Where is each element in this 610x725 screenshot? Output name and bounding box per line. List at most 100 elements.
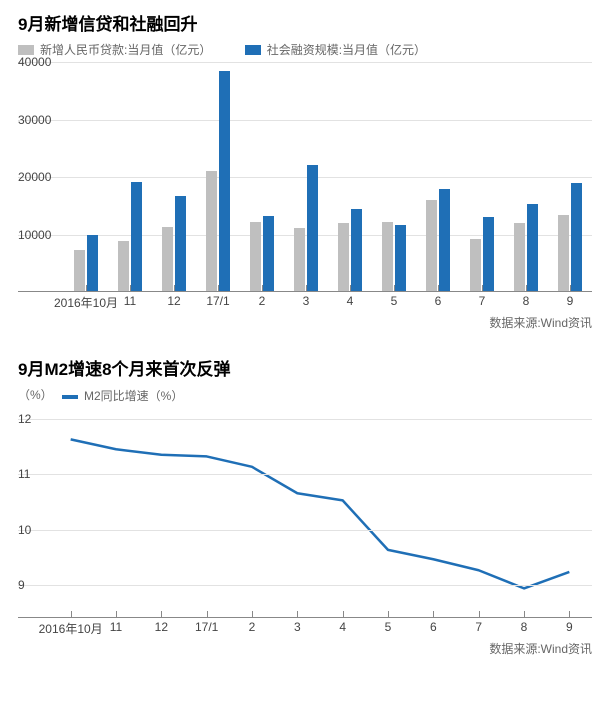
line-y-label: 9 <box>18 578 25 592</box>
bar-chart-panel: 9月新增信贷和社融回升 新增人民币贷款:当月值（亿元） 社会融资规模:当月值（亿… <box>18 10 592 331</box>
bar-group <box>118 61 142 291</box>
line-x-label: 9 <box>566 620 573 634</box>
line-chart-legend: （%） M2同比增速（%） <box>18 386 592 404</box>
line-x-label: 2016年10月 <box>39 620 103 637</box>
line-x-axis: 2016年10月111217/123456789 <box>18 618 592 638</box>
legend-label-m2: M2同比增速（%） <box>84 387 183 404</box>
bar-x-label: 17/1 <box>206 294 229 308</box>
bar-series-a <box>338 223 349 291</box>
bar-series-a <box>162 227 173 291</box>
bar-group <box>470 61 494 291</box>
bar-series-b <box>263 216 274 291</box>
line-x-tick <box>297 611 298 617</box>
bar-chart-legend: 新增人民币贷款:当月值（亿元） 社会融资规模:当月值（亿元） <box>18 41 592 58</box>
bar-group <box>382 61 406 291</box>
bar-x-label: 2 <box>259 294 266 308</box>
bar-series-a <box>382 222 393 291</box>
bar-x-label: 3 <box>303 294 310 308</box>
line-x-label: 5 <box>385 620 392 634</box>
bar-y-label: 30000 <box>18 113 51 127</box>
bar-series-a <box>118 241 129 291</box>
bar-y-label: 20000 <box>18 170 51 184</box>
bar-group <box>294 61 318 291</box>
bar-series-a <box>74 250 85 291</box>
line-plot-area: 9 10 11 12 <box>18 408 592 618</box>
bar-chart-title: 9月新增信贷和社融回升 <box>18 10 592 35</box>
bar-y-label: 10000 <box>18 228 51 242</box>
bar-series-b <box>439 189 450 291</box>
bar-series-b <box>307 165 318 291</box>
line-chart-title: 9月M2增速8个月来首次反弹 <box>18 355 592 380</box>
line-y-label: 10 <box>18 523 31 537</box>
bar-series-a <box>514 223 525 291</box>
bar-series-b <box>87 235 98 291</box>
line-x-label: 4 <box>339 620 346 634</box>
legend-swatch-line <box>62 395 78 399</box>
panel-spacer <box>18 331 592 355</box>
line-x-tick <box>569 611 570 617</box>
legend-item-social: 社会融资规模:当月值（亿元） <box>245 41 426 58</box>
line-x-label: 7 <box>475 620 482 634</box>
line-x-tick <box>161 611 162 617</box>
line-x-tick <box>71 611 72 617</box>
bar-group <box>206 61 230 291</box>
bar-x-axis: 2016年10月111217/123456789 <box>18 292 592 312</box>
line-x-label: 2 <box>249 620 256 634</box>
bar-x-label: 8 <box>523 294 530 308</box>
line-y-label: 12 <box>18 412 31 426</box>
bar-group <box>558 61 582 291</box>
bar-series-a <box>206 171 217 291</box>
line-x-label: 12 <box>155 620 168 634</box>
bar-chart-source: 数据来源:Wind资讯 <box>18 314 592 331</box>
line-x-tick <box>207 611 208 617</box>
bar-group <box>162 61 186 291</box>
bar-series-a <box>470 239 481 291</box>
line-x-label: 3 <box>294 620 301 634</box>
line-x-tick <box>479 611 480 617</box>
bar-group <box>426 61 450 291</box>
bar-group <box>514 61 538 291</box>
bar-series-a <box>294 228 305 291</box>
bar-x-label: 5 <box>391 294 398 308</box>
bar-plot-wrap: 10000200003000040000 2016年10月111217/1234… <box>18 62 592 312</box>
line-y-label: 11 <box>18 467 30 481</box>
bar-x-label: 12 <box>167 294 180 308</box>
line-chart-source: 数据来源:Wind资讯 <box>18 640 592 657</box>
bar-x-label: 9 <box>567 294 574 308</box>
bar-series-b <box>175 196 186 291</box>
bar-series-b <box>219 71 230 291</box>
line-x-tick <box>524 611 525 617</box>
line-x-tick <box>116 611 117 617</box>
bar-series-b <box>527 204 538 291</box>
bar-series-b <box>571 183 582 291</box>
line-x-tick <box>252 611 253 617</box>
bar-series-a <box>426 200 437 291</box>
m2-growth-line <box>71 439 570 588</box>
line-x-label: 6 <box>430 620 437 634</box>
bar-plot-area: 10000200003000040000 <box>18 62 592 292</box>
bar-series-b <box>483 217 494 291</box>
legend-item-m2: M2同比增速（%） <box>62 387 183 404</box>
line-plot-wrap: 9 10 11 12 2016年10月 11 12 17/1 2 3 4 5 6 7 8 9 <box>18 408 592 638</box>
bar-x-label: 11 <box>124 294 136 308</box>
bar-series-a <box>250 222 261 291</box>
legend-swatch-blue <box>245 45 261 55</box>
line-chart-unit: （%） <box>18 388 53 402</box>
bar-group <box>338 61 362 291</box>
bar-series-a <box>558 215 569 291</box>
line-x-tick <box>388 611 389 617</box>
bar-group <box>250 61 274 291</box>
line-x-label: 8 <box>521 620 528 634</box>
bar-series-b <box>131 182 142 291</box>
bar-series-b <box>395 225 406 291</box>
line-series-svg <box>18 408 592 617</box>
line-x-label: 17/1 <box>195 620 218 634</box>
legend-swatch-grey <box>18 45 34 55</box>
legend-label-loans: 新增人民币贷款:当月值（亿元） <box>40 41 211 58</box>
bar-x-label: 2016年10月 <box>54 294 118 311</box>
line-x-tick <box>343 611 344 617</box>
bar-x-label: 4 <box>347 294 354 308</box>
line-chart-panel: 9月M2增速8个月来首次反弹 （%） M2同比增速（%） 9 10 11 12 201… <box>18 355 592 657</box>
bar-series-b <box>351 209 362 291</box>
bar-x-label: 6 <box>435 294 442 308</box>
